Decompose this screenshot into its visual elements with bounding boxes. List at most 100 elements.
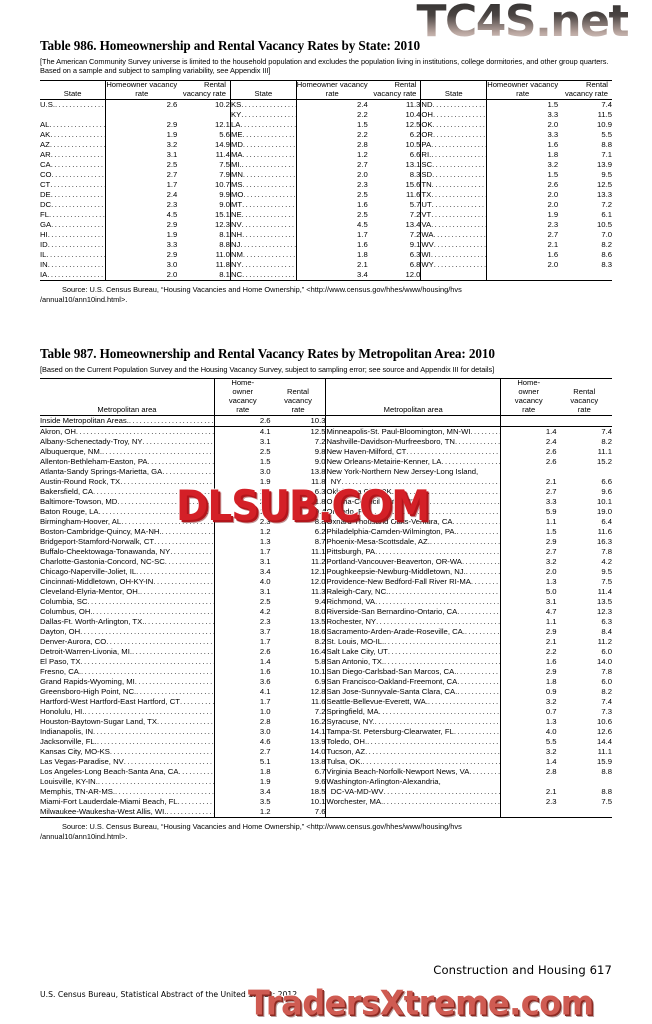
leader-dots: ........................................…: [178, 767, 215, 777]
row-value: 2.2: [213, 497, 271, 508]
table-row: Austin-Round Rock, TX ..................…: [40, 477, 612, 488]
leader-dots: ........................................…: [432, 159, 487, 169]
row-value: 3.2: [105, 139, 178, 150]
leader-dots: ........................................…: [98, 507, 215, 517]
row-label: IA .....................................…: [40, 270, 106, 281]
leader-dots: ........................................…: [432, 119, 487, 129]
leader-dots: ........................................…: [50, 159, 106, 169]
row-label: WI .....................................…: [420, 249, 487, 260]
leader-dots: ........................................…: [431, 219, 487, 229]
row-value: 9.4: [314, 597, 326, 607]
row-value: 13.9: [597, 159, 612, 169]
row-value: 1.8: [295, 249, 368, 260]
row-value: 1.5: [486, 169, 559, 180]
row-label: Kansas City, MO-KS .....................…: [40, 747, 214, 757]
leader-dots: ........................................…: [431, 139, 487, 149]
row-value: 1.0: [213, 707, 271, 718]
row-label: Columbia, SC ...........................…: [40, 597, 214, 607]
row-label: Worchester, MA. ........................…: [325, 797, 501, 808]
table-986-title: Table 986. Homeownership and Rental Vaca…: [40, 38, 420, 53]
row-label: [40, 110, 106, 120]
row-value: 8.8: [601, 787, 612, 797]
row-label: Cleveland-Elyria-Mentor, OH. ...........…: [40, 587, 214, 597]
table-986-section: Table 986. Homeownership and Rental Vaca…: [40, 0, 612, 304]
row-value: 1.4: [213, 657, 271, 668]
col-rental-right: Rental vacancy rate: [570, 387, 599, 415]
row-value: 2.0: [486, 189, 559, 200]
row-label: Oxnard-Thousand Oaks-Ventura, CA .......…: [325, 517, 501, 528]
row-value: 11.4: [597, 587, 612, 597]
leader-dots: ........................................…: [365, 747, 500, 757]
row-value: 2.4: [295, 99, 368, 110]
leader-dots: ........................................…: [242, 169, 297, 179]
leader-dots: ........................................…: [383, 797, 501, 807]
table-987-head: Metropolitan area Home-owner vacancy rate…: [40, 379, 612, 416]
row-label: Memphis, TN-AR-MS. .....................…: [40, 787, 214, 797]
row-label: Sacramento-Arden-Arade-Roseville, CA. ..…: [325, 627, 501, 638]
leader-dots: ........................................…: [80, 657, 214, 667]
table-987: Metropolitan area Home-owner vacancy rate…: [40, 378, 612, 818]
row-value: 8.4: [601, 627, 612, 637]
row-label: [325, 415, 501, 427]
row-label: San Antonio, TX. .......................…: [325, 657, 501, 668]
row-value: 7.8: [601, 547, 612, 557]
row-value: 9.1: [409, 239, 421, 249]
row-label: Seattle-Bellevue-Everett, WA. ..........…: [325, 697, 501, 708]
row-label: Columbus, OH. ..........................…: [40, 607, 214, 617]
row-value: 2.9: [499, 537, 557, 548]
row-value: 13.5: [310, 617, 326, 627]
leader-dots: ........................................…: [367, 507, 500, 517]
row-label: KS .....................................…: [229, 99, 297, 110]
row-value: 3.1: [213, 587, 271, 598]
table-row: Charlotte-Gastonia-Concord, NC-SC ......…: [40, 557, 612, 568]
row-value: 2.7: [499, 487, 557, 498]
row-value: 2.1: [499, 787, 557, 798]
table-row: Jacksonville, FL. ......................…: [40, 737, 612, 748]
row-value: 14.9: [214, 139, 230, 149]
leader-dots: ........................................…: [432, 99, 487, 109]
row-value: 2.0: [499, 567, 557, 578]
row-value: 2.5: [295, 189, 368, 200]
row-value: 3.3: [486, 129, 559, 140]
table-987-header-row: Metropolitan area Home-owner vacancy rate…: [40, 379, 612, 416]
leader-dots: ........................................…: [162, 467, 215, 477]
row-label: Detroit-Warren-Livonia, MI. ............…: [40, 647, 214, 657]
row-label: Atlanta-Sandy Springs-Marietta, GA .....…: [40, 467, 214, 477]
row-value: 1.6: [499, 657, 557, 668]
col-rental-left: Rental vacancy rate: [284, 387, 312, 415]
row-value: 4.1: [213, 687, 271, 698]
leader-dots: ........................................…: [457, 607, 501, 617]
row-label: Baton Rouge, LA ........................…: [40, 507, 214, 517]
row-value: 11.6: [311, 697, 326, 707]
row-label: Allenton-Bethleham-Easton, PA ..........…: [40, 457, 214, 467]
row-value: 16.3: [597, 537, 612, 547]
row-value: 7.5: [601, 797, 612, 807]
col-state-3: State: [420, 80, 487, 100]
leader-dots: ........................................…: [430, 249, 487, 259]
row-label: Rochester, NY ..........................…: [325, 617, 501, 628]
leader-dots: ........................................…: [425, 497, 501, 507]
table-986-source: Source: U.S. Census Bureau, “Housing Vac…: [40, 285, 612, 305]
row-value: 7.2: [409, 229, 421, 239]
row-value: 11.1: [597, 747, 612, 757]
col-homeowner-3: Homeowner vacancy rate: [486, 79, 559, 100]
row-value: 9.0: [219, 199, 230, 209]
row-label: CT .....................................…: [40, 180, 106, 190]
row-value: 9.5: [601, 567, 612, 577]
leader-dots: ........................................…: [132, 647, 215, 657]
row-value: 2.3: [213, 517, 271, 528]
row-value: 3.0: [213, 467, 271, 478]
table-987-body: Inside Metropolitan Areas. .............…: [40, 415, 612, 818]
row-value: 1.7: [213, 637, 271, 648]
row-label: Pittsburgh, PA .........................…: [325, 547, 501, 558]
leader-dots: ........................................…: [375, 597, 501, 607]
row-value: 2.7: [486, 229, 559, 240]
row-label: MA .....................................…: [229, 149, 297, 160]
row-value: 13.5: [597, 597, 612, 607]
row-label: SC .....................................…: [420, 159, 487, 170]
leader-dots: ........................................…: [240, 119, 296, 129]
row-label: Providence-New Bedford-Fall River RI-MA …: [325, 577, 501, 588]
row-value: 1.3: [499, 717, 557, 728]
row-label: NH .....................................…: [229, 229, 297, 240]
row-value: 4.7: [499, 607, 557, 618]
